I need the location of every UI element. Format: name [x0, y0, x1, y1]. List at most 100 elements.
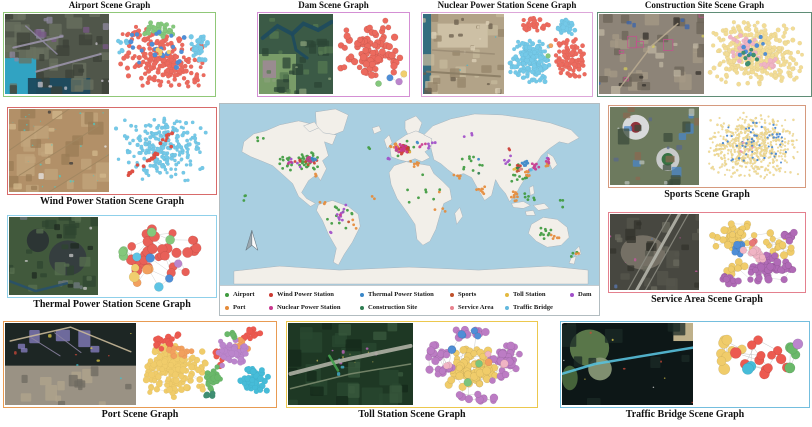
- toll-panel: [286, 321, 538, 408]
- construction-satellite-image: [599, 14, 704, 94]
- bridge-panel-title: Traffic Bridge Scene Graph: [625, 409, 745, 420]
- legend-item-thermal-power-station: Thermal Power Station: [360, 291, 450, 298]
- legend-item-wind-power-station: Wind Power Station: [269, 291, 360, 298]
- legend-label: Airport: [233, 291, 255, 298]
- scene-graph-nodes: [709, 220, 798, 288]
- sports-scene-graph-plot: [701, 107, 803, 185]
- map-legend: Airport Wind Power Station Thermal Power S…: [220, 285, 599, 315]
- map-dots-traffic-bridge: [528, 168, 533, 172]
- bridge-satellite-image: [562, 323, 693, 405]
- legend-swatch: [450, 292, 454, 297]
- airport-panel: [3, 12, 216, 97]
- legend-label: Port: [233, 304, 246, 311]
- construction-scene-graph-plot: [706, 14, 809, 94]
- sports-panel-title: Sports Scene Graph: [664, 189, 750, 200]
- legend-label: Dam: [578, 291, 592, 298]
- legend-item-toll-station: Toll Station: [505, 291, 570, 298]
- port-scene-graph-plot: [138, 323, 274, 405]
- legend-item-nuclear-power-station: Nuclear Power Station: [269, 304, 360, 311]
- legend-row-1: Airport Wind Power Station Thermal Power S…: [225, 288, 599, 301]
- thermal-satellite-image: [9, 217, 98, 295]
- map-dots-nuclear-power-station: [286, 142, 551, 217]
- scene-graph-nodes: [507, 15, 587, 85]
- legend-item-airport: Airport: [225, 291, 269, 298]
- construction-panel-title: Construction Site Scene Graph: [644, 0, 765, 10]
- toll-scene-graph-plot: [415, 323, 535, 405]
- bridge-panel: [560, 321, 810, 408]
- airport-panel-title: Airport Scene Graph: [68, 0, 151, 10]
- legend-item-dam: Dam: [570, 291, 600, 298]
- legend-swatch: [360, 305, 364, 310]
- legend-label: Sports: [458, 291, 477, 298]
- map-dots-thermal-power-station: [310, 140, 530, 167]
- nuclear-panel-title: Nuclear Power Station Scene Graph: [437, 0, 577, 10]
- service-scene-graph-plot: [701, 214, 803, 290]
- legend-label: Nuclear Power Station: [277, 304, 341, 311]
- service-satellite-image: [610, 214, 699, 290]
- world-map-box: Airport Wind Power Station Thermal Power S…: [219, 103, 600, 316]
- nuclear-satellite-image: [423, 14, 504, 94]
- thermal-panel: [7, 215, 217, 298]
- legend-item-service-area: Service Area: [450, 304, 505, 311]
- legend-swatch: [570, 292, 574, 297]
- legend-label: Toll Station: [513, 291, 546, 298]
- legend-row-2: Port Nuclear Power Station Construction Si…: [225, 301, 599, 314]
- sports-panel: [608, 105, 806, 188]
- scene-graph-nodes: [707, 20, 804, 87]
- dam-panel-title: Dam Scene Graph: [298, 0, 369, 10]
- world-map: [220, 104, 599, 285]
- sports-satellite-image: [610, 107, 699, 185]
- nuclear-scene-graph-plot: [506, 14, 590, 94]
- port-satellite-image: [5, 323, 136, 405]
- bridge-scene-graph-plot: [695, 323, 807, 405]
- legend-swatch: [505, 292, 509, 297]
- legend-swatch: [225, 305, 229, 310]
- scene-graph-nodes: [337, 17, 407, 87]
- toll-satellite-image: [288, 323, 413, 405]
- legend-label: Thermal Power Station: [368, 291, 434, 298]
- dam-panel: [257, 12, 410, 97]
- nuclear-panel: [421, 12, 593, 97]
- map-dots-service-area: [518, 167, 523, 171]
- legend-swatch: [225, 292, 229, 297]
- scene-graph-nodes: [716, 334, 804, 380]
- construction-panel: [597, 12, 812, 97]
- north-arrow-icon: [245, 230, 259, 251]
- legend-label: Construction Site: [368, 304, 418, 311]
- airport-scene-graph-plot: [111, 14, 213, 94]
- legend-swatch: [269, 305, 273, 310]
- thermal-scene-graph-plot: [100, 217, 214, 295]
- scene-graph-nodes: [113, 116, 208, 183]
- port-panel: [3, 321, 277, 408]
- service-panel: [608, 212, 806, 293]
- wind-panel-title: Wind Power Station Scene Graph: [39, 196, 185, 207]
- legend-label: Traffic Bridge: [513, 304, 553, 311]
- wind-scene-graph-plot: [111, 109, 214, 192]
- thermal-panel-title: Thermal Power Station Scene Graph: [33, 299, 191, 310]
- service-panel-title: Service Area Scene Graph: [651, 294, 763, 305]
- scene-graph-nodes: [118, 224, 202, 292]
- legend-item-construction-site: Construction Site: [360, 304, 450, 311]
- dam-satellite-image: [259, 14, 333, 94]
- legend-swatch: [360, 292, 364, 297]
- port-panel-title: Port Scene Graph: [101, 409, 179, 420]
- scene-graph-nodes: [142, 326, 271, 401]
- legend-swatch: [505, 305, 509, 310]
- dam-scene-graph-plot: [335, 14, 407, 94]
- toll-panel-title: Toll Station Scene Graph: [358, 409, 466, 420]
- legend-item-sports: Sports: [450, 291, 505, 298]
- map-dots-port: [314, 142, 580, 256]
- scene-graph-nodes: [115, 20, 210, 89]
- airport-satellite-image: [5, 14, 109, 94]
- wind-panel: [7, 107, 217, 195]
- legend-label: Wind Power Station: [277, 291, 334, 298]
- legend-swatch: [450, 305, 454, 310]
- scene-graph-nodes: [425, 325, 523, 405]
- legend-swatch: [269, 292, 273, 297]
- legend-item-traffic-bridge: Traffic Bridge: [505, 304, 570, 311]
- map-sample-dots: [242, 131, 580, 258]
- legend-label: Service Area: [458, 304, 494, 311]
- wind-satellite-image: [9, 109, 109, 192]
- legend-item-port: Port: [225, 304, 269, 311]
